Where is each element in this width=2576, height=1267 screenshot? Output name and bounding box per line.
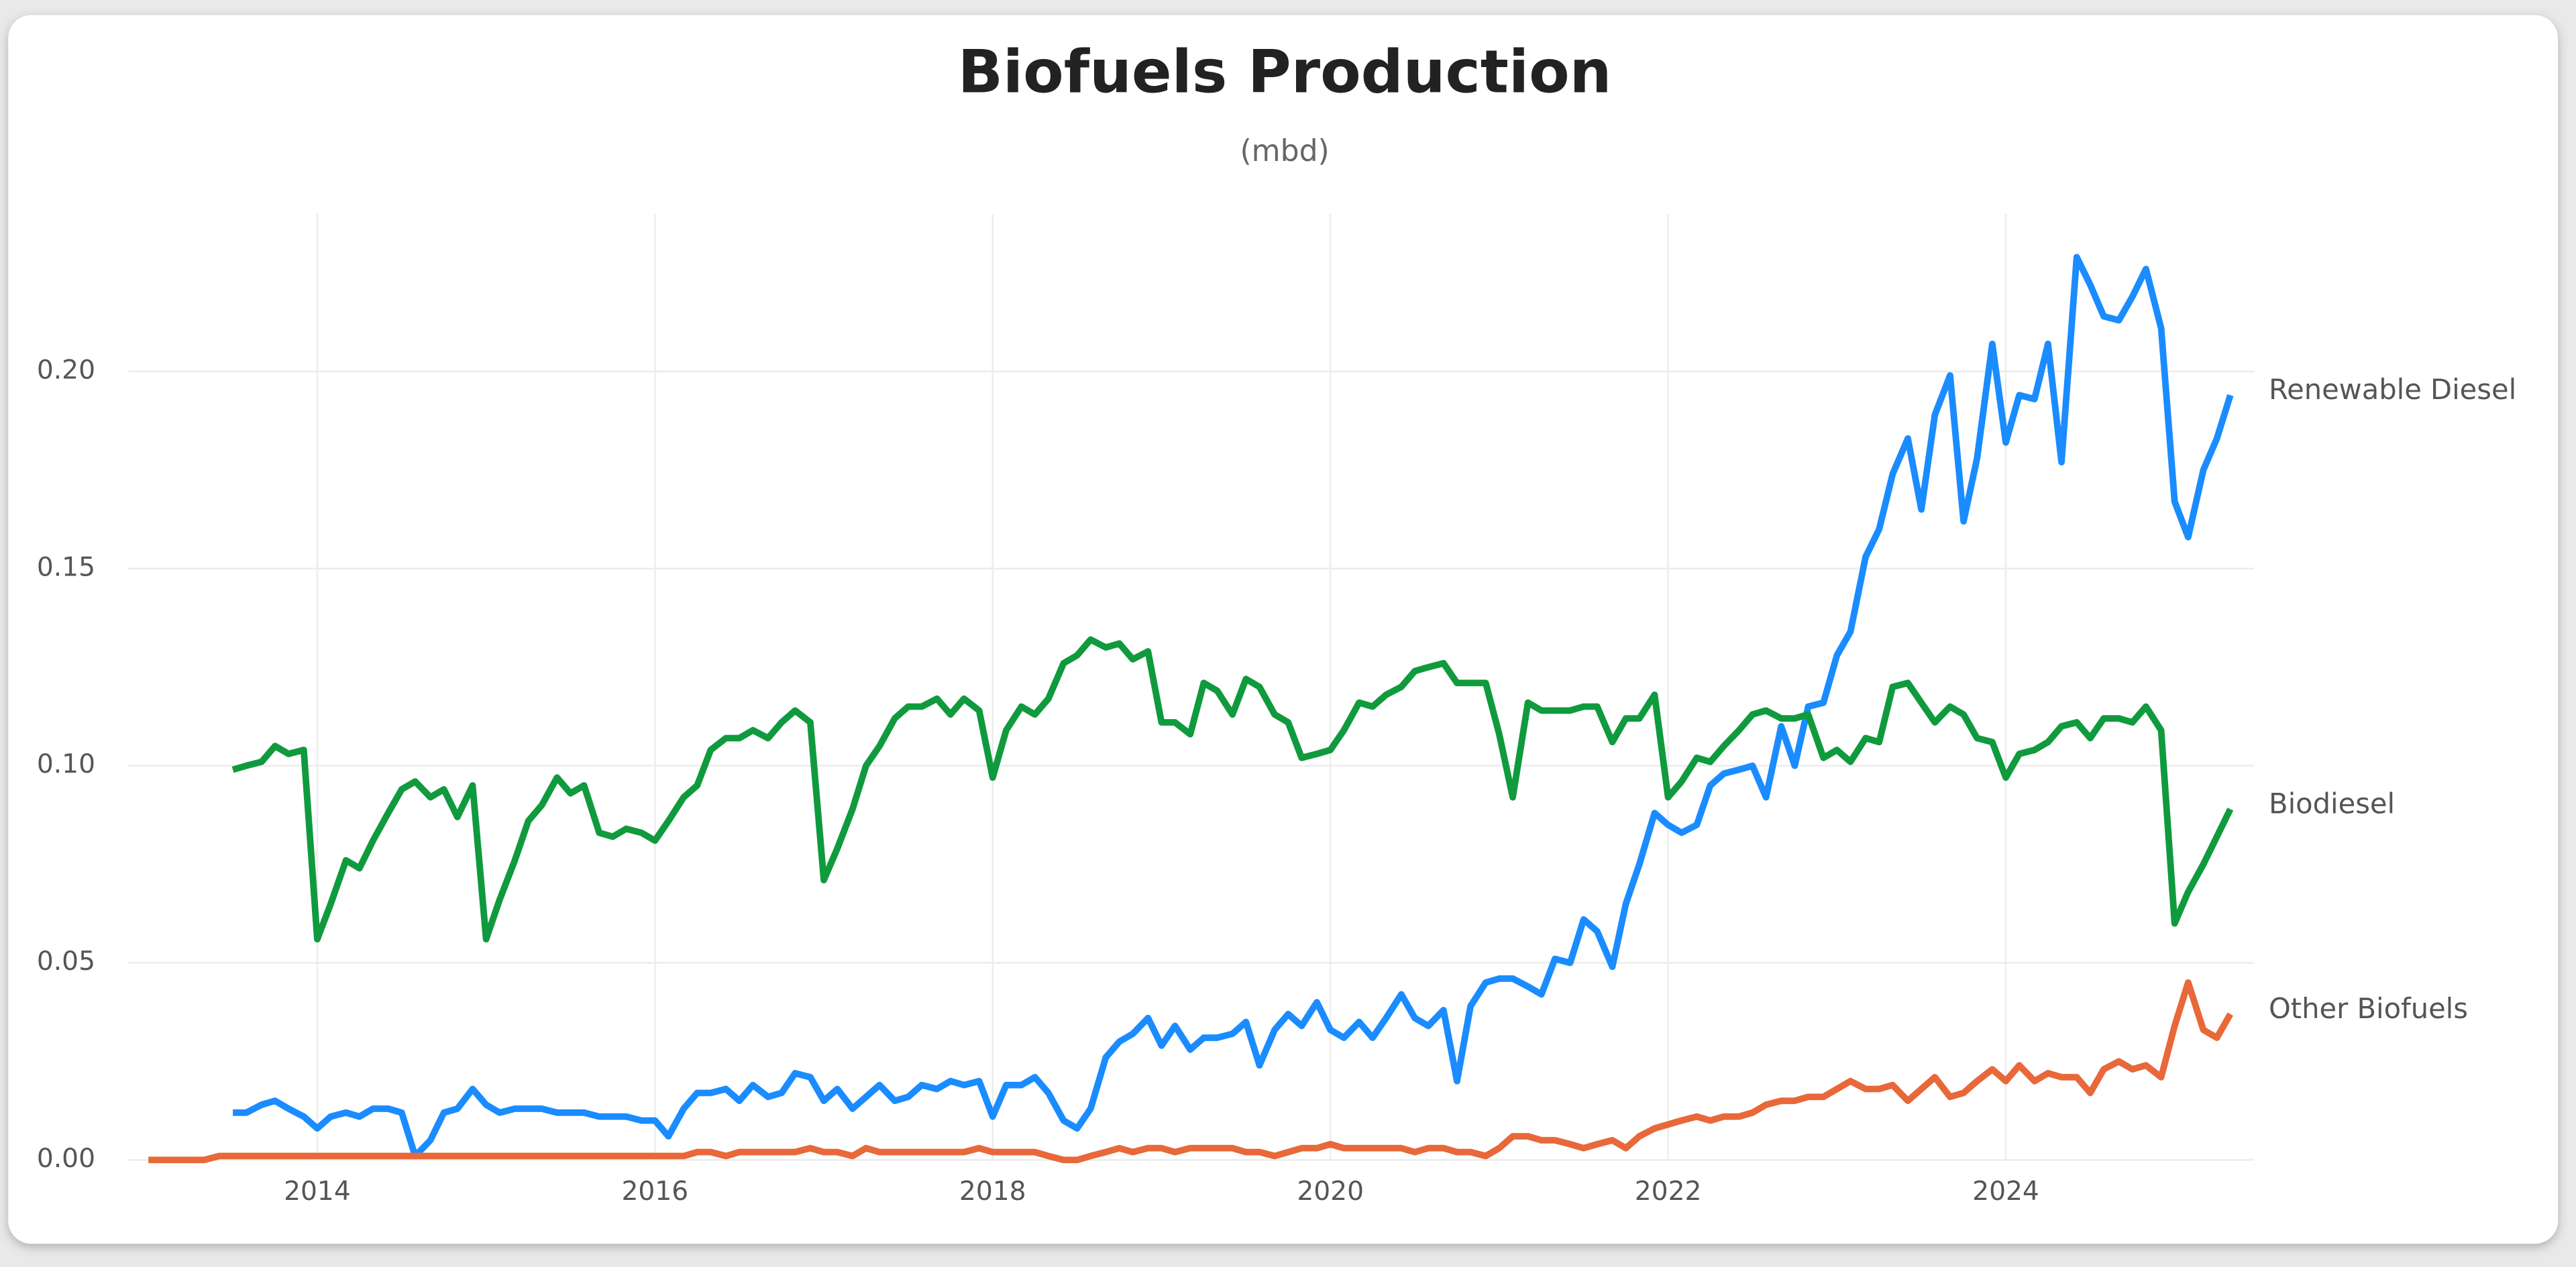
x-tick-label: 2022 <box>1635 1176 1702 1207</box>
x-tick-label: 2016 <box>621 1176 688 1207</box>
x-tick-label: 2020 <box>1297 1176 1364 1207</box>
card <box>8 15 2559 1244</box>
x-tick-label: 2018 <box>959 1176 1026 1207</box>
y-tick-label: 0.05 <box>37 946 95 977</box>
y-tick-label: 0.10 <box>37 749 95 779</box>
x-tick-label: 2024 <box>1972 1176 2039 1207</box>
series-label: Other Biofuels <box>2269 992 2468 1025</box>
x-tick-label: 2014 <box>284 1176 351 1207</box>
series-label: Renewable Diesel <box>2269 373 2516 406</box>
y-tick-label: 0.15 <box>37 552 95 582</box>
y-tick-label: 0.20 <box>37 355 95 385</box>
y-tick-label: 0.00 <box>37 1144 95 1174</box>
series-line <box>148 979 2234 1164</box>
series-line <box>231 636 2234 943</box>
chart-title: Biofuels Production <box>958 37 1612 106</box>
chart-subtitle: (mbd) <box>1240 134 1329 168</box>
series-label: Biodiesel <box>2269 787 2395 820</box>
series-line <box>233 254 2234 1160</box>
